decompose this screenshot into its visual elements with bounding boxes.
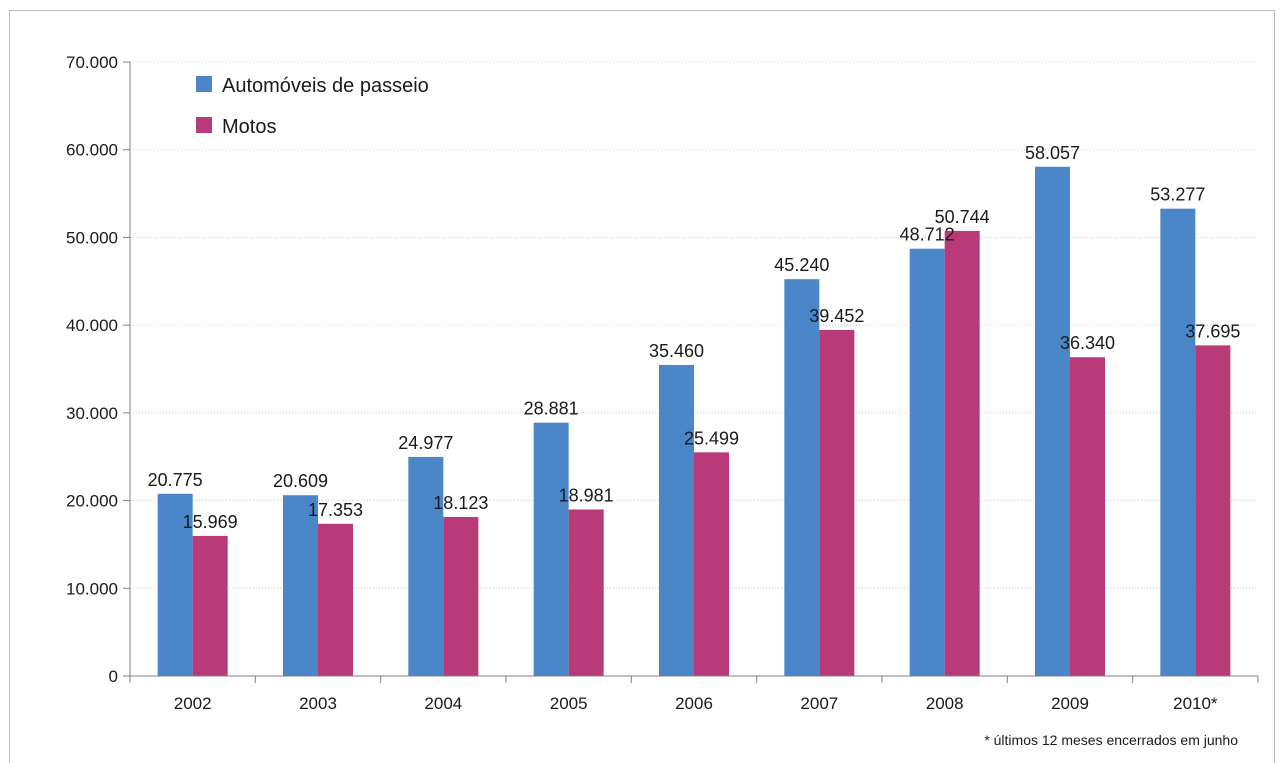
data-label: 36.340 <box>1060 333 1115 353</box>
bar-motos <box>443 517 479 676</box>
x-tick-label: 2010* <box>1173 694 1218 713</box>
data-label: 28.881 <box>524 399 579 419</box>
y-tick-label: 30.000 <box>66 404 118 423</box>
bar-motos <box>318 523 353 676</box>
legend: Automóveis de passeio Motos <box>196 75 429 138</box>
bar-automoveis <box>1160 208 1196 676</box>
data-label: 39.452 <box>809 306 864 326</box>
bar-automoveis <box>1035 166 1070 676</box>
bar-motos <box>1070 357 1105 676</box>
bar-automoveis <box>909 248 945 676</box>
data-label: 53.277 <box>1150 185 1205 205</box>
y-tick-label: 60.000 <box>66 141 118 160</box>
data-label: 20.775 <box>148 470 203 490</box>
x-tick-label: 2009 <box>1051 694 1089 713</box>
y-tick-label: 40.000 <box>66 316 118 335</box>
data-label: 18.981 <box>559 486 614 506</box>
bar-automoveis <box>659 364 694 676</box>
bar-motos <box>568 509 604 676</box>
data-label: 20.609 <box>273 471 328 491</box>
x-tick-label: 2004 <box>424 694 462 713</box>
data-label: 24.977 <box>398 433 453 453</box>
bars <box>157 166 1231 676</box>
bar-motos <box>694 452 729 676</box>
x-tick-label: 2003 <box>299 694 337 713</box>
data-label: 15.969 <box>183 512 238 532</box>
y-tick-label: 50.000 <box>66 228 118 247</box>
legend-swatch <box>196 76 212 92</box>
legend-label: Motos <box>222 116 276 138</box>
x-tick-label: 2002 <box>174 694 212 713</box>
data-label: 18.123 <box>433 493 488 513</box>
x-tick-label: 2007 <box>800 694 838 713</box>
data-label: 45.240 <box>774 255 829 275</box>
data-label: 25.499 <box>684 428 739 448</box>
bar-motos <box>192 535 228 676</box>
legend-swatch <box>196 117 212 133</box>
bar-automoveis <box>408 456 444 676</box>
data-label: 50.744 <box>935 207 990 227</box>
chart-frame <box>9 10 1275 763</box>
bar-automoveis <box>157 493 193 676</box>
data-label: 48.712 <box>900 225 955 245</box>
y-tick-label: 70.000 <box>66 53 118 72</box>
data-label: 58.057 <box>1025 143 1080 163</box>
bar-motos <box>1195 345 1231 676</box>
y-tick-label: 20.000 <box>66 492 118 511</box>
bar-automoveis <box>533 422 569 676</box>
x-tick-label: 2006 <box>675 694 713 713</box>
y-tick-label: 0 <box>109 667 118 686</box>
axes: 0 10.000 20.000 30.000 40.000 50.000 60.000 70.… <box>66 53 1259 713</box>
data-label: 17.353 <box>308 500 363 520</box>
y-tick-label: 10.000 <box>66 579 118 598</box>
footnote: * últimos 12 meses encerrados em junho <box>984 732 1238 748</box>
data-label: 37.695 <box>1185 321 1240 341</box>
x-tick-label: 2005 <box>550 694 588 713</box>
data-label: 35.460 <box>649 341 704 361</box>
bar-automoveis <box>784 279 820 676</box>
bar-motos <box>944 230 980 676</box>
data-labels: 20.775 15.969 20.609 17.353 24.977 18.123 28.8… <box>148 143 1241 532</box>
x-tick-label: 2008 <box>926 694 964 713</box>
bar-motos <box>819 329 855 676</box>
legend-label: Automóveis de passeio <box>222 75 429 97</box>
bar-automoveis <box>283 495 318 676</box>
